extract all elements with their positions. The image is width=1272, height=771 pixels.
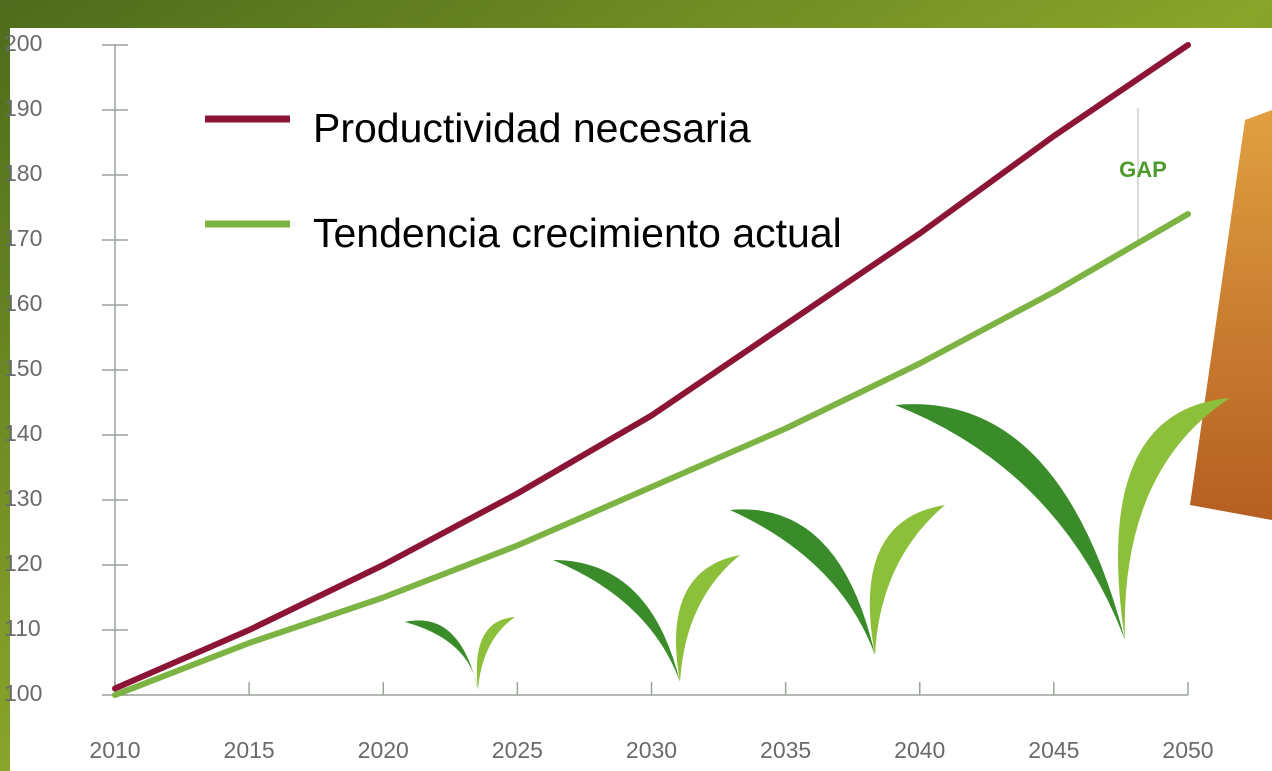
legend-label: Productividad necesaria xyxy=(313,105,751,151)
y-tick-label: 160 xyxy=(4,290,42,316)
page: {"chart_data": { "type": "line", "x": [2… xyxy=(0,0,1272,771)
x-tick-label: 2015 xyxy=(224,737,275,763)
y-tick-label: 170 xyxy=(4,225,42,251)
y-tick-label: 140 xyxy=(4,420,42,446)
x-tick-label: 2025 xyxy=(492,737,543,763)
y-tick-label: 150 xyxy=(4,355,42,381)
annotation: GAP xyxy=(1119,157,1167,182)
y-tick-label: 180 xyxy=(4,160,42,186)
y-tick-label: 120 xyxy=(4,550,42,576)
x-tick-label: 2035 xyxy=(760,737,811,763)
y-tick-label: 110 xyxy=(4,615,41,641)
y-tick-label: 100 xyxy=(4,680,42,706)
x-tick-label: 2020 xyxy=(358,737,409,763)
y-tick-label: 200 xyxy=(4,30,42,56)
y-tick-label: 130 xyxy=(4,485,42,511)
legend-label: Tendencia crecimiento actual xyxy=(313,210,842,256)
x-tick-label: 2030 xyxy=(626,737,677,763)
y-tick-label: 190 xyxy=(4,95,42,121)
x-tick-label: 2010 xyxy=(89,737,140,763)
x-tick-label: 2040 xyxy=(894,737,945,763)
chart: GAP Productividad necesaria Tendencia cre… xyxy=(0,0,1272,771)
x-tick-label: 2045 xyxy=(1028,737,1079,763)
x-tick-label: 2050 xyxy=(1162,737,1213,763)
